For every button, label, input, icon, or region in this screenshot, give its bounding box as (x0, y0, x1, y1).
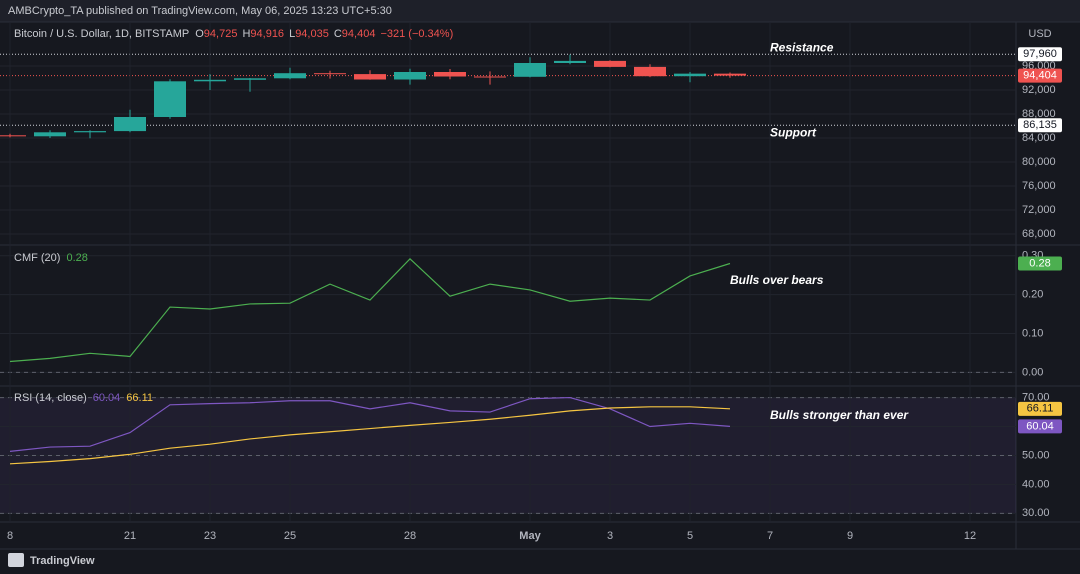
x-tick-label: 12 (964, 530, 976, 542)
candle-body (74, 131, 106, 133)
candle-body (714, 73, 746, 76)
y-tick-label: 0.00 (1022, 366, 1043, 378)
price-badge-label: 66.11 (1027, 403, 1054, 415)
indicator-value: 66.11 (126, 392, 153, 404)
x-tick-label: 3 (607, 530, 613, 542)
price-badge-label: 60.04 (1026, 420, 1054, 432)
y-tick-label: 72,000 (1022, 204, 1056, 216)
x-tick-label: 8 (7, 530, 13, 542)
candle-body (34, 132, 66, 137)
price-badge (1018, 419, 1062, 434)
indicator-title: CMF (20) (14, 252, 60, 264)
x-tick-label: 5 (687, 530, 693, 542)
y-tick-label: 0.20 (1022, 289, 1043, 301)
candle-body (354, 74, 386, 80)
ohlc-key: H (242, 28, 250, 40)
annotation: Support (770, 125, 817, 139)
candle-body (634, 66, 666, 77)
ohlc-value: 94,725 (204, 28, 238, 40)
price-badge (1018, 401, 1062, 416)
candle-body (0, 135, 26, 137)
logo-icon (8, 553, 24, 567)
indicator-line (9, 396, 731, 452)
candle-body (194, 79, 226, 82)
indicator-legend: CMF (20) 0.28 (14, 252, 88, 264)
ohlc-key: O (195, 28, 204, 40)
y-tick-label: 88,000 (1022, 108, 1056, 120)
y-tick-label: 84,000 (1022, 132, 1056, 144)
x-tick-label: 9 (847, 530, 853, 542)
price-badge-label: 94,404 (1023, 69, 1057, 81)
y-tick-label: 68,000 (1022, 228, 1056, 240)
price-change: −321 (−0.34%) (380, 28, 453, 40)
y-tick-label: 50.00 (1022, 449, 1050, 461)
price-badge-label: 97,960 (1023, 48, 1057, 60)
publisher: AMBCrypto_TA published on TradingView.co… (8, 5, 392, 17)
symbol-title: Bitcoin / U.S. Dollar, 1D, BITSTAMP (14, 28, 189, 40)
y-tick-label: 92,000 (1022, 84, 1056, 96)
indicator-line (9, 406, 731, 465)
indicator-legend: RSI (14, close) 60.04 66.11 (14, 392, 153, 404)
annotation: Bulls over bears (730, 273, 824, 287)
logo-text: TradingView (30, 555, 95, 567)
price-badge-label: 86,135 (1023, 119, 1057, 131)
candle-body (114, 117, 146, 132)
x-tick-label: 7 (767, 530, 773, 542)
currency-label: USD (1028, 28, 1051, 40)
candle-body (434, 72, 466, 77)
candle-body (554, 60, 586, 63)
x-tick-label: 25 (284, 530, 296, 542)
candle-body (314, 73, 346, 75)
candle-body (154, 81, 186, 117)
header-bar (0, 0, 1080, 22)
ohlc-key: L (289, 28, 295, 40)
candle-body (674, 73, 706, 77)
price-badge (1018, 118, 1062, 133)
x-tick-label: 23 (204, 530, 216, 542)
candle-body (394, 72, 426, 80)
indicator-line (9, 257, 731, 363)
candle-body (514, 63, 546, 77)
y-tick-label: 40.00 (1022, 478, 1050, 490)
ohlc-key: C (334, 28, 342, 40)
x-tick-label: May (519, 530, 541, 542)
candle-body (594, 60, 626, 67)
y-tick-label: 30.00 (1022, 507, 1050, 519)
indicator-value: 0.28 (66, 252, 87, 264)
x-tick-label: 28 (404, 530, 416, 542)
x-tick-label: 21 (124, 530, 136, 542)
candle-body (234, 78, 266, 80)
candle-body (274, 73, 306, 79)
price-badge (1018, 256, 1062, 271)
indicator-title: RSI (14, close) (14, 392, 87, 404)
ohlc-value: 94,404 (342, 28, 376, 40)
price-badge (1018, 68, 1062, 83)
indicator-value: 60.04 (93, 392, 121, 404)
price-badge-label: 0.28 (1029, 257, 1050, 269)
annotation: Resistance (770, 40, 834, 54)
price-badge (1018, 47, 1062, 62)
y-tick-label: 76,000 (1022, 180, 1056, 192)
y-tick-label: 70.00 (1022, 391, 1050, 403)
symbol-legend: Bitcoin / U.S. Dollar, 1D, BITSTAMP O94,7… (14, 28, 453, 40)
y-tick-label: 80,000 (1022, 156, 1056, 168)
annotation: Bulls stronger than ever (770, 408, 909, 422)
y-tick-label: 0.10 (1022, 327, 1043, 339)
ohlc-value: 94,035 (295, 28, 329, 40)
ohlc-value: 94,916 (250, 28, 284, 40)
candle-body (474, 76, 506, 78)
